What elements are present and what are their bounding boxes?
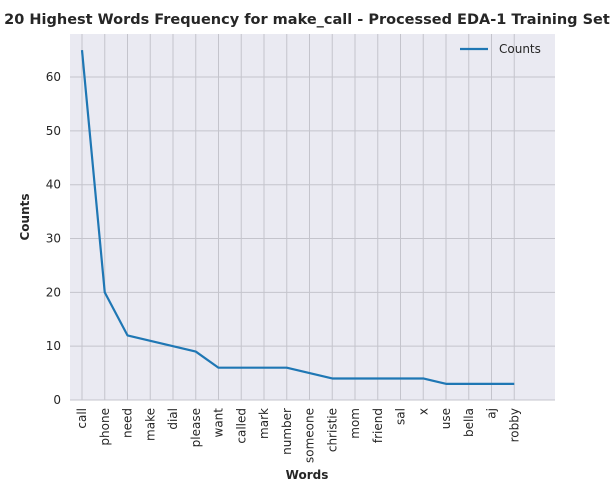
y-tick-label: 50 [46,124,61,138]
x-tick-label: friend [371,408,385,443]
x-tick-label: need [121,408,135,438]
x-tick-label: aj [485,408,499,419]
x-tick-label: christie [325,408,339,452]
y-tick-label: 30 [46,232,61,246]
x-tick-label: bella [462,408,476,437]
x-tick-label: dial [166,408,180,430]
y-tick-label: 0 [53,393,61,407]
plot-area [70,34,555,400]
x-tick-label: call [75,408,89,429]
y-tick-label: 60 [46,70,61,84]
legend: Counts [460,42,541,56]
grid-lines [70,34,555,401]
tick-labels: 0 10 20 30 40 50 60 call phone need make dial please… [46,70,522,463]
y-tick-label: 40 [46,178,61,192]
y-axis-label: Counts [18,193,32,240]
series-line-counts [80,50,515,385]
x-tick-label: make [143,408,157,441]
x-axis-label: Words [286,468,329,482]
x-tick-label: number [280,408,294,455]
x-tick-label: mom [348,408,362,439]
x-tick-label: use [439,408,453,429]
x-tick-label: please [189,408,203,447]
x-tick-label: someone [303,408,317,463]
x-tick-label: called [234,408,248,444]
legend-label-counts: Counts [499,42,541,56]
y-tick-label: 20 [46,285,61,299]
y-tick-label: 10 [46,339,61,353]
x-tick-label: robby [507,408,521,442]
x-tick-label: sal [394,408,408,425]
x-tick-label: want [212,408,226,438]
x-tick-label: phone [98,408,112,446]
x-tick-label: mark [257,408,271,439]
chart-title: 20 Highest Words Frequency for make_call… [4,12,610,28]
x-tick-label: x [416,408,430,415]
